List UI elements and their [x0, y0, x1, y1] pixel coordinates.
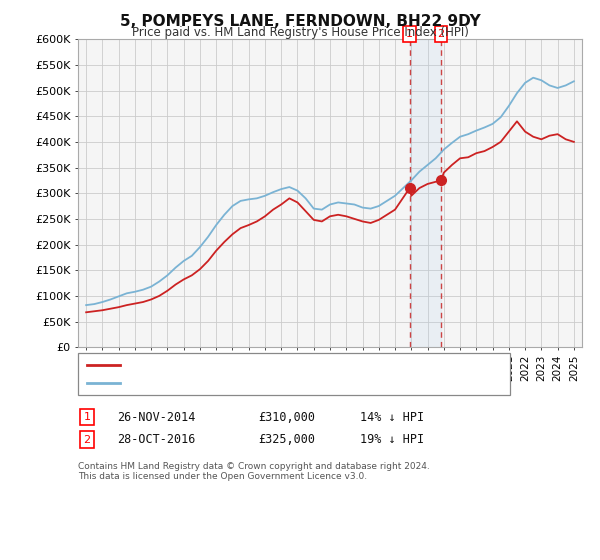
Text: Contains HM Land Registry data © Crown copyright and database right 2024.
This d: Contains HM Land Registry data © Crown c…	[78, 462, 430, 482]
Bar	[410, 39, 441, 347]
Text: 1: 1	[83, 412, 91, 422]
Text: 2: 2	[83, 435, 91, 445]
Text: 2: 2	[437, 29, 445, 39]
Text: 14% ↓ HPI: 14% ↓ HPI	[360, 410, 424, 424]
Text: 5, POMPEYS LANE, FERNDOWN, BH22 9DY: 5, POMPEYS LANE, FERNDOWN, BH22 9DY	[119, 14, 481, 29]
Text: 28-OCT-2016: 28-OCT-2016	[117, 433, 196, 446]
Text: 26-NOV-2014: 26-NOV-2014	[117, 410, 196, 424]
Text: 19% ↓ HPI: 19% ↓ HPI	[360, 433, 424, 446]
Text: £325,000: £325,000	[258, 433, 315, 446]
Text: 1: 1	[406, 29, 413, 39]
Text: 5, POMPEYS LANE, FERNDOWN, BH22 9DY (detached house): 5, POMPEYS LANE, FERNDOWN, BH22 9DY (det…	[124, 360, 439, 370]
Text: £310,000: £310,000	[258, 410, 315, 424]
Text: HPI: Average price, detached house, Dorset: HPI: Average price, detached house, Dors…	[124, 378, 352, 388]
Text: Price paid vs. HM Land Registry's House Price Index (HPI): Price paid vs. HM Land Registry's House …	[131, 26, 469, 39]
